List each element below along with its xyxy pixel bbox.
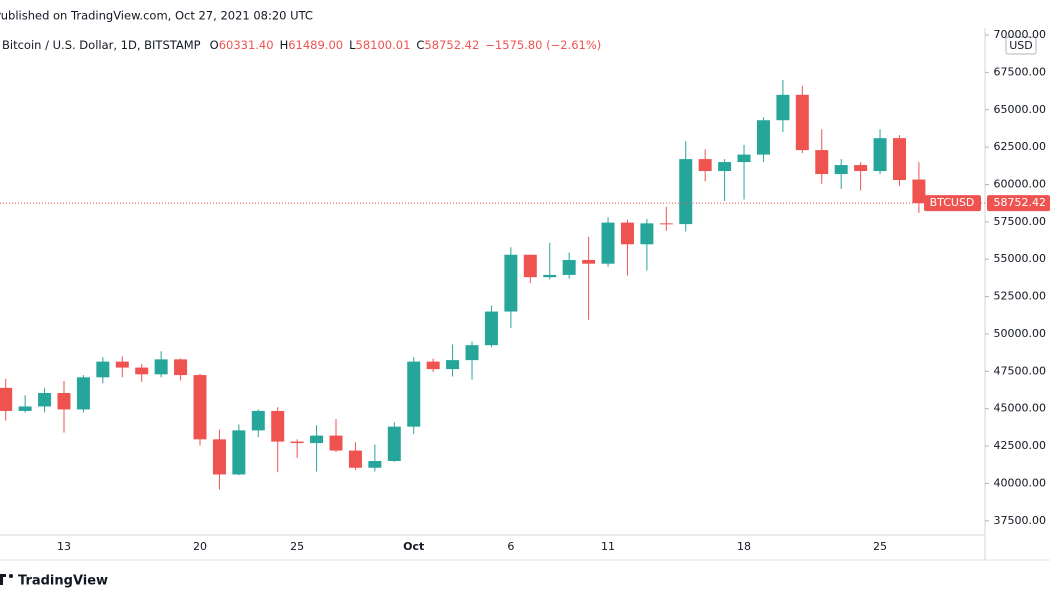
candle-body	[582, 259, 596, 264]
x-tick-label: 25	[290, 540, 304, 553]
ohlc-key: C	[416, 38, 424, 52]
ohlc-key: H	[280, 38, 289, 52]
y-tick-label: 40000.00	[994, 476, 1047, 489]
last-price-label: 58752.42	[994, 196, 1047, 209]
candle-body	[873, 138, 887, 172]
candle-body	[620, 222, 634, 245]
candle-body	[776, 94, 790, 121]
candle-body	[718, 162, 732, 172]
candle-body	[368, 461, 382, 468]
ticker-label: BTCUSD	[930, 196, 975, 209]
candle-body	[271, 410, 285, 442]
candle-body	[0, 387, 13, 411]
ohlc-key: O	[210, 38, 219, 52]
y-tick-label: 62500.00	[994, 140, 1047, 153]
candle-body	[562, 259, 576, 275]
y-tick-label: 50000.00	[994, 327, 1047, 340]
candle-body	[290, 441, 304, 444]
y-tick-label: 65000.00	[994, 103, 1047, 116]
y-tick-label: 55000.00	[994, 252, 1047, 265]
candle-body	[348, 450, 362, 468]
y-tick-label: 67500.00	[994, 65, 1047, 78]
candle-body	[756, 120, 770, 155]
currency-label: USD	[1009, 39, 1033, 52]
brand-logo: TradingView	[0, 574, 108, 589]
candle-body	[115, 361, 129, 368]
y-tick-label: 37500.00	[994, 514, 1047, 527]
ohlc-value: 58100.01	[356, 38, 411, 52]
candle-body	[679, 159, 693, 225]
candle-body	[329, 435, 343, 451]
ohlc-key: L	[349, 38, 356, 52]
candle-body	[854, 165, 868, 172]
x-tick-label: 18	[737, 540, 751, 553]
candle-body	[892, 138, 906, 181]
candle-body	[387, 426, 401, 462]
candle-body	[38, 393, 52, 407]
y-tick-label: 45000.00	[994, 402, 1047, 415]
y-tick-label: 70000.00	[994, 28, 1047, 41]
candle-body	[659, 223, 673, 225]
candle-body	[834, 165, 848, 175]
legend-text: Bitcoin / U.S. Dollar, 1D, BITSTAMP O6033…	[2, 38, 601, 52]
candle-body	[426, 361, 440, 370]
candle-body	[96, 361, 110, 378]
candle-body	[601, 222, 615, 264]
candle-body	[543, 274, 557, 278]
ohlc-value: 60331.40	[219, 38, 274, 52]
candle-body	[193, 375, 207, 440]
y-tick-label: 42500.00	[994, 439, 1047, 452]
candle-body	[232, 430, 246, 475]
candle-body	[698, 159, 712, 172]
candle-body	[912, 179, 926, 204]
logo-icon	[9, 574, 13, 578]
symbol-name: Bitcoin / U.S. Dollar, 1D, BITSTAMP	[2, 38, 201, 52]
change-value: −1575.80 (−2.61%)	[485, 38, 601, 52]
candle-body	[212, 439, 226, 475]
legend: Bitcoin / U.S. Dollar, 1D, BITSTAMP O6033…	[2, 38, 601, 52]
y-tick-label: 60000.00	[994, 177, 1047, 190]
x-tick-label: 6	[507, 540, 514, 553]
candle-body	[523, 254, 537, 278]
candle-body	[407, 361, 421, 427]
candle-body	[640, 223, 654, 245]
candle-body	[504, 254, 518, 312]
ohlc-value: 58752.42	[424, 38, 479, 52]
brand-name: TradingView	[18, 574, 108, 589]
x-tick-label: 13	[57, 540, 71, 553]
candle-body	[465, 345, 479, 361]
x-tick-label: 11	[601, 540, 615, 553]
x-tick-label: Oct	[403, 540, 424, 553]
candle-body	[154, 359, 168, 375]
y-tick-label: 52500.00	[994, 290, 1047, 303]
published-note: Published on TradingView.com, Oct 27, 20…	[0, 9, 313, 23]
candle-body	[795, 94, 809, 151]
candle-body	[310, 435, 324, 444]
currency-box	[1005, 36, 1037, 55]
y-tick-label: 47500.00	[994, 364, 1047, 377]
candle-body	[251, 410, 265, 431]
y-tick-label: 57500.00	[994, 215, 1047, 228]
logo-icon	[0, 574, 6, 585]
candle-body	[815, 150, 829, 175]
last-price-tag	[987, 195, 1050, 212]
candle-body	[737, 154, 751, 163]
candle-body	[446, 360, 460, 370]
candle-body	[57, 393, 71, 410]
candle-body	[484, 311, 498, 346]
x-tick-label: 25	[873, 540, 887, 553]
candle-body	[76, 377, 90, 410]
x-tick-label: 20	[193, 540, 207, 553]
candle-body	[18, 406, 32, 411]
candle-body	[135, 367, 149, 375]
ticker-tag	[924, 195, 981, 212]
ohlc-value: 61489.00	[288, 38, 343, 52]
candle-body	[174, 359, 188, 376]
